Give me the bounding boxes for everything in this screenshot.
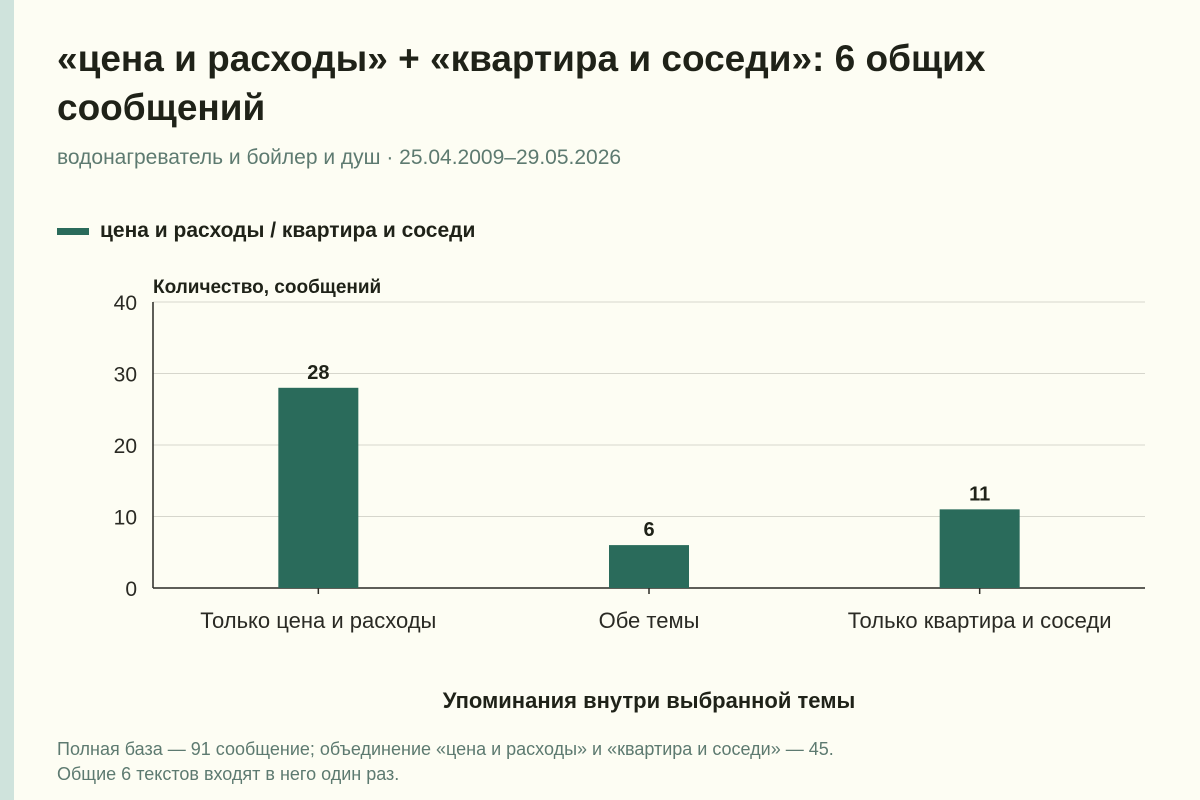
legend-swatch	[57, 227, 89, 235]
y-tick-label: 40	[114, 292, 137, 315]
x-axis-label: Упоминания внутри выбранной темы	[443, 688, 856, 713]
x-tick-label: Только цена и расходы	[200, 608, 436, 633]
footnote-line-2: Общие 6 текстов входят в него один раз.	[57, 764, 400, 784]
bar-value-label: 28	[307, 362, 329, 384]
legend-label: цена и расходы / квартира и соседи	[100, 219, 476, 242]
y-tick-label: 20	[114, 435, 137, 458]
footnote: Полная база — 91 сообщение; объединение …	[57, 737, 1157, 787]
bar	[609, 545, 689, 588]
y-tick-label: 30	[114, 364, 137, 387]
y-axis-label: Количество, сообщений	[153, 277, 381, 298]
chart-title: «цена и расходы» + «квартира и соседи»: …	[57, 38, 986, 128]
bar	[939, 509, 1020, 588]
y-tick-label: 10	[114, 507, 137, 530]
chart-subtitle: водонагреватель и бойлер и душ · 25.04.2…	[57, 146, 622, 169]
chart-legend: цена и расходы / квартира и соседи	[57, 219, 475, 243]
bar-value-label: 6	[643, 519, 654, 541]
x-tick-label: Обе темы	[599, 608, 700, 633]
bar-value-label: 11	[969, 483, 990, 505]
bar-chart: 0 10 20 30 40 Количество, сообщений 28 Только ц…	[114, 277, 1145, 713]
y-tick-label: 0	[125, 578, 137, 601]
x-tick-label: Только квартира и соседи	[848, 608, 1112, 633]
accent-strip	[0, 0, 14, 800]
bar	[278, 387, 359, 588]
footnote-line-1: Полная база — 91 сообщение; объединение …	[57, 739, 834, 759]
